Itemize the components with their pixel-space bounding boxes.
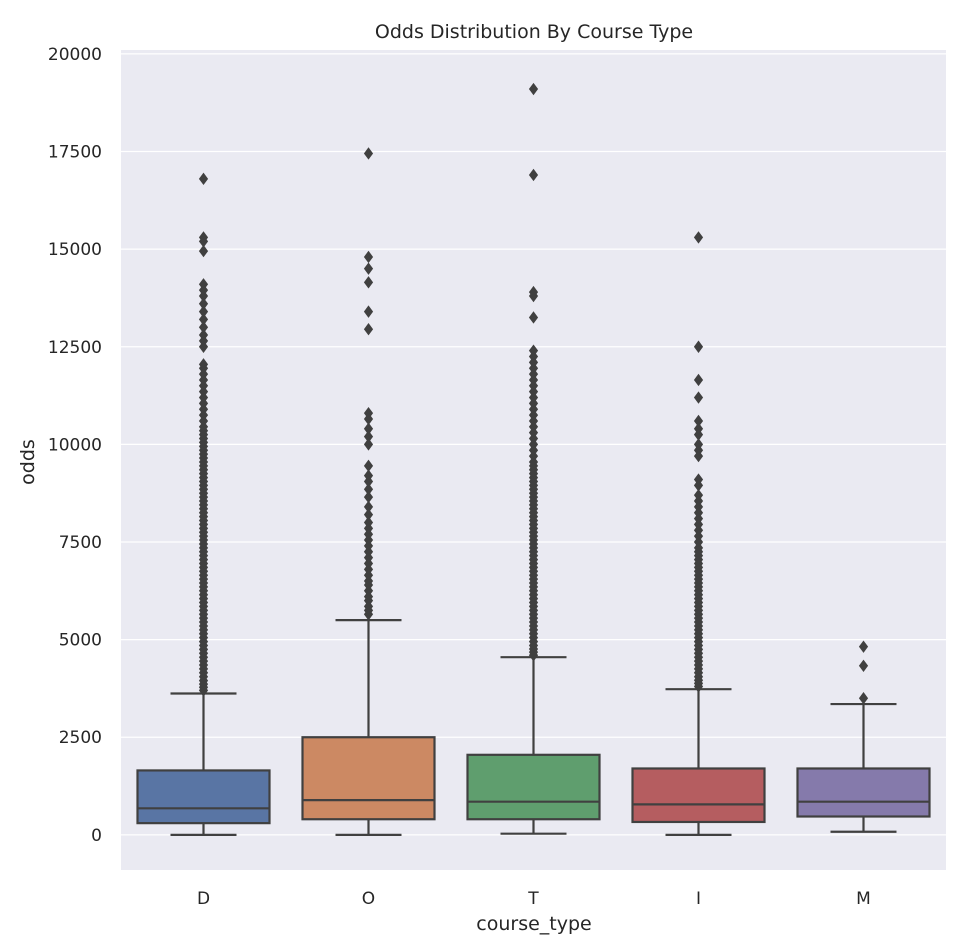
box-iqr	[466, 753, 601, 821]
outlier-point	[198, 278, 209, 291]
outlier-point	[693, 391, 704, 404]
outlier-point	[198, 358, 209, 371]
box-iqr	[796, 767, 931, 818]
outlier-point	[528, 285, 539, 299]
y-tick-label: 5000	[59, 631, 102, 651]
outlier-point	[363, 406, 374, 420]
outlier-point	[858, 691, 869, 705]
outlier-point	[363, 322, 374, 336]
outlier-point	[363, 305, 374, 318]
outlier-point	[363, 500, 374, 514]
y-tick-label: 7500	[59, 533, 102, 553]
x-tick-label: D	[197, 889, 210, 909]
outlier-point	[363, 438, 374, 451]
box-M	[796, 640, 931, 833]
outlier-point	[363, 430, 374, 443]
outlier-point	[858, 659, 869, 672]
box-T	[466, 82, 601, 835]
outlier-point	[528, 168, 539, 182]
y-tick-label: 17500	[48, 143, 102, 163]
boxes	[136, 82, 931, 836]
y-tick-label: 20000	[48, 45, 102, 65]
outlier-point	[198, 313, 209, 326]
x-tick-label: O	[362, 889, 375, 909]
box-I	[631, 231, 766, 836]
outlier-point	[198, 231, 209, 244]
y-tick-label: 10000	[48, 435, 102, 455]
y-axis-label: odds	[17, 439, 39, 485]
outlier-point	[693, 473, 704, 486]
x-axis-label: course_type	[476, 913, 591, 935]
outlier-point	[693, 373, 704, 387]
outlier-point	[363, 490, 374, 504]
box-iqr	[631, 767, 766, 824]
y-tick-label: 12500	[48, 338, 102, 358]
y-tick-label: 0	[91, 826, 102, 846]
outlier-point	[198, 172, 209, 186]
box-iqr	[301, 736, 436, 821]
outlier-point	[198, 297, 209, 311]
x-tick-label: T	[527, 889, 539, 909]
outlier-point	[198, 244, 209, 258]
outlier-point	[693, 414, 704, 428]
outlier-point	[858, 640, 869, 653]
outlier-point	[528, 311, 539, 324]
outlier-point	[363, 250, 374, 264]
outlier-point	[693, 340, 704, 353]
outlier-point	[363, 262, 374, 275]
outlier-point	[363, 469, 374, 482]
outlier-point	[693, 422, 704, 435]
box-O	[301, 147, 436, 836]
outlier-point	[528, 344, 539, 357]
outlier-point	[528, 82, 539, 96]
outlier-point	[363, 276, 374, 289]
outlier-point	[363, 147, 374, 160]
x-tick-label: M	[856, 889, 871, 909]
outlier-point	[363, 516, 374, 529]
outlier-point	[198, 328, 209, 342]
x-tick-label: I	[696, 889, 701, 909]
outlier-point	[198, 321, 209, 334]
outlier-point	[363, 483, 374, 496]
y-tick-label: 2500	[59, 728, 102, 748]
outlier-point	[693, 488, 704, 502]
box-iqr	[136, 769, 271, 825]
y-tick-label: 15000	[48, 240, 102, 260]
box-D	[136, 172, 271, 836]
chart-title: Odds Distribution By Course Type	[375, 21, 693, 43]
y-axis-tick-labels: 0 2500 5000 7500 10000 12500 15000 17500 20000	[48, 45, 102, 846]
outlier-point	[363, 422, 374, 435]
outlier-point	[363, 459, 374, 473]
outlier-point	[693, 438, 704, 451]
outlier-point	[198, 305, 209, 318]
outlier-point	[693, 231, 704, 244]
outlier-point	[363, 508, 374, 521]
